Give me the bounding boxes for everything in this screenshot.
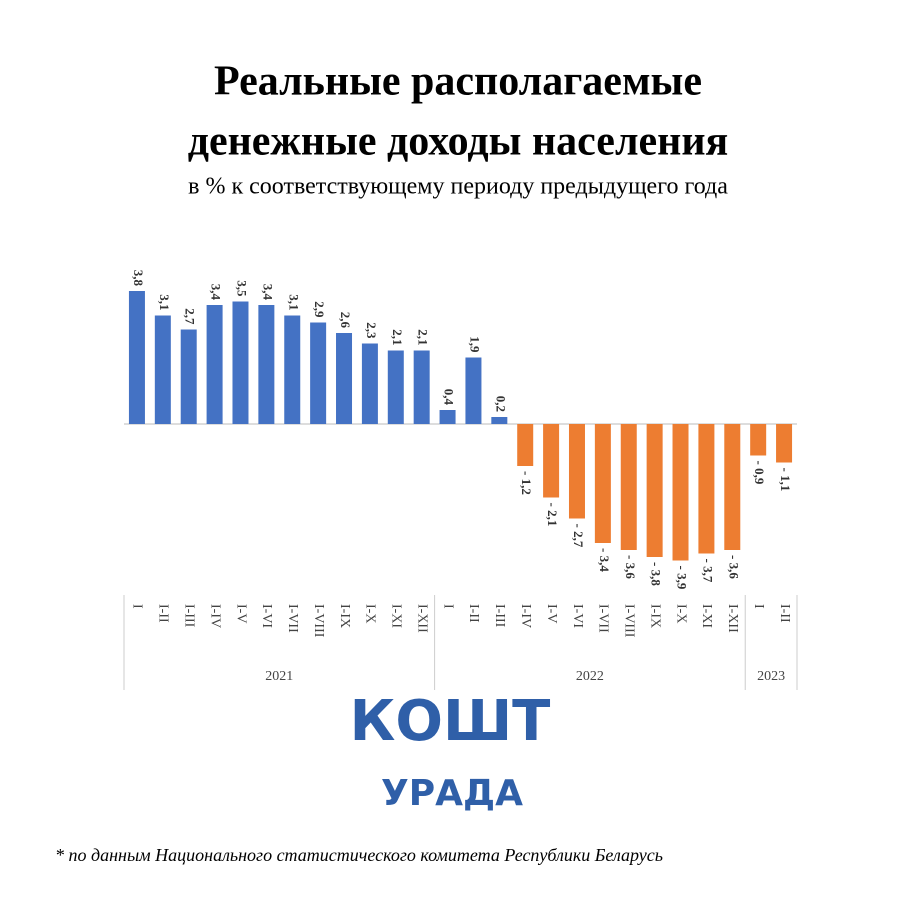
bar xyxy=(206,305,223,424)
bar xyxy=(439,410,456,424)
bar xyxy=(128,291,145,424)
value-label: - 1,1 xyxy=(778,468,793,492)
bar xyxy=(465,357,482,424)
value-label: 0,4 xyxy=(442,389,457,406)
value-label: - 3,6 xyxy=(726,555,741,579)
value-label: 2,3 xyxy=(364,322,379,339)
x-tick-label: I-V xyxy=(544,604,559,623)
value-label: 2,1 xyxy=(416,329,431,345)
value-label: - 3,8 xyxy=(649,562,664,586)
bar xyxy=(517,424,534,466)
bar xyxy=(361,343,378,424)
value-label: 2,1 xyxy=(390,329,405,345)
bar xyxy=(413,350,430,424)
value-label: - 3,6 xyxy=(623,555,638,579)
bar xyxy=(750,424,767,456)
bar xyxy=(594,424,611,543)
bar xyxy=(491,417,508,424)
chart-subtitle: в % к соответствующему периоду предыдуще… xyxy=(188,174,728,200)
value-label: 3,8 xyxy=(131,270,146,287)
chart-title: денежные доходы населения xyxy=(188,119,729,165)
value-label: - 0,9 xyxy=(752,461,767,485)
group-label: 2022 xyxy=(576,669,604,684)
bar xyxy=(258,305,275,424)
x-tick-label: I xyxy=(130,604,145,609)
x-tick-label: I-VI xyxy=(259,604,274,628)
x-tick-label: I-X xyxy=(363,604,378,623)
bar xyxy=(620,424,637,550)
x-tick-label: I-III xyxy=(492,604,507,628)
bar xyxy=(336,333,353,424)
x-tick-label: I-IV xyxy=(207,604,222,628)
x-tick-label: I-IV xyxy=(518,604,533,628)
value-label: - 3,7 xyxy=(700,559,715,583)
x-tick-label: I-XII xyxy=(725,604,740,633)
value-label: - 1,2 xyxy=(519,471,534,495)
value-label: 3,1 xyxy=(157,294,172,310)
value-label: - 3,4 xyxy=(597,548,612,572)
value-label: - 2,1 xyxy=(545,503,560,527)
group-label: 2023 xyxy=(757,669,785,684)
x-tick-label: I-IX xyxy=(337,604,352,628)
value-label: 2,6 xyxy=(338,312,353,329)
x-tick-label: I-II xyxy=(156,604,171,623)
x-tick-label: I-XI xyxy=(389,604,404,628)
value-label: 3,4 xyxy=(260,284,275,301)
value-label: 3,4 xyxy=(209,284,224,301)
x-tick-label: I-VIII xyxy=(311,604,326,638)
value-label: 2,7 xyxy=(183,308,198,325)
value-label: 1,9 xyxy=(467,336,482,353)
x-tick-label: I xyxy=(440,604,455,609)
bar xyxy=(180,329,197,424)
x-tick-label: I-III xyxy=(181,604,196,628)
bar xyxy=(387,350,404,424)
x-tick-label: I-V xyxy=(233,604,248,623)
bar xyxy=(310,322,327,424)
logo: УРАДА xyxy=(381,773,523,814)
value-label: 2,9 xyxy=(312,301,327,318)
x-tick-label: I-II xyxy=(466,604,481,623)
bar xyxy=(568,424,585,519)
chart-title: Реальные располагаемые xyxy=(214,59,702,105)
bar xyxy=(672,424,689,561)
x-tick-label: I-VIII xyxy=(622,604,637,638)
x-tick-label: I-II xyxy=(777,604,792,623)
bar xyxy=(154,315,171,424)
bar xyxy=(724,424,741,550)
value-label: 0,2 xyxy=(493,396,508,412)
value-label: - 3,9 xyxy=(675,566,690,590)
x-tick-label: I-VII xyxy=(285,604,300,633)
value-label: 3,1 xyxy=(286,294,301,310)
value-label: - 2,7 xyxy=(571,524,586,548)
x-tick-label: I-VI xyxy=(570,604,585,628)
bar xyxy=(543,424,560,498)
group-label: 2021 xyxy=(265,669,293,684)
bar xyxy=(776,424,793,463)
logo: КОШТ xyxy=(350,689,551,754)
x-tick-label: I-X xyxy=(673,604,688,623)
bar xyxy=(646,424,663,557)
footnote: * по данным Национального статистическог… xyxy=(55,845,663,865)
bar xyxy=(698,424,715,554)
x-tick-label: I-XI xyxy=(699,604,714,628)
x-tick-label: I-VII xyxy=(596,604,611,633)
x-tick-label: I xyxy=(751,604,766,609)
bar xyxy=(232,301,249,424)
x-tick-label: I-IX xyxy=(647,604,662,628)
bar xyxy=(284,315,301,424)
value-label: 3,5 xyxy=(234,280,249,297)
x-tick-label: I-XII xyxy=(414,604,429,633)
